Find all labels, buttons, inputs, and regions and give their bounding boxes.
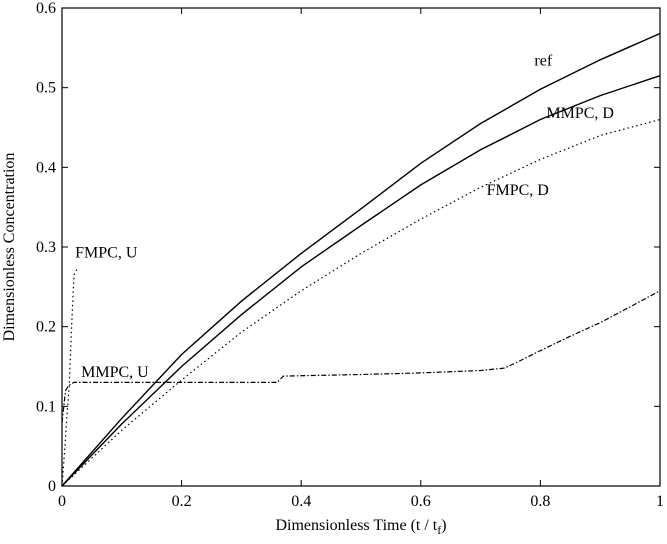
x-tick-label: 0.2 — [172, 493, 192, 510]
series-line-fmpc-d — [61, 118, 661, 487]
x-tick-label: 1 — [656, 493, 664, 510]
y-tick-label: 0.5 — [36, 80, 56, 97]
series-line-mmpc-u — [61, 290, 661, 423]
y-axis-title: Dimensionless Concentration — [1, 153, 18, 342]
annotation-mmpc-d: MMPC, D — [546, 105, 614, 122]
x-tick-label: 0.8 — [530, 493, 550, 510]
y-tick-label: 0.3 — [36, 239, 56, 256]
series-lines — [61, 32, 661, 487]
y-tick-label: 0.2 — [36, 319, 56, 336]
series-line-mmpc-d — [61, 75, 661, 487]
x-tick-labels: 0 0.2 0.4 0.6 0.8 1 — [58, 493, 664, 510]
y-tick-label: 0.1 — [36, 398, 56, 415]
annotation-mmpc-u: MMPC, U — [81, 364, 149, 381]
x-tick-label: 0 — [58, 493, 66, 510]
axes-frame — [61, 7, 661, 487]
annotation-ref: ref — [534, 52, 552, 69]
annotation-fmpc-d: FMPC, D — [487, 182, 549, 199]
series-line-fmpc-u — [61, 269, 78, 487]
y-tick-label: 0.6 — [36, 0, 56, 17]
annotations: ref MMPC, D FMPC, D FMPC, U MMPC, U — [75, 52, 614, 380]
series-line-ref — [61, 32, 661, 487]
annotation-fmpc-u: FMPC, U — [75, 244, 138, 261]
x-tick-label: 0.6 — [411, 493, 431, 510]
x-tick-label: 0.4 — [291, 493, 311, 510]
plot-area: ref MMPC, D FMPC, D FMPC, U MMPC, U — [61, 7, 661, 487]
axis-ticks — [61, 7, 661, 487]
x-axis-title: Dimensionless Time (t / tf) — [275, 517, 446, 537]
y-tick-label: 0.4 — [36, 159, 56, 176]
y-tick-labels: 0 0.1 0.2 0.3 0.4 0.5 0.6 — [36, 0, 56, 495]
y-tick-label: 0 — [48, 478, 56, 495]
